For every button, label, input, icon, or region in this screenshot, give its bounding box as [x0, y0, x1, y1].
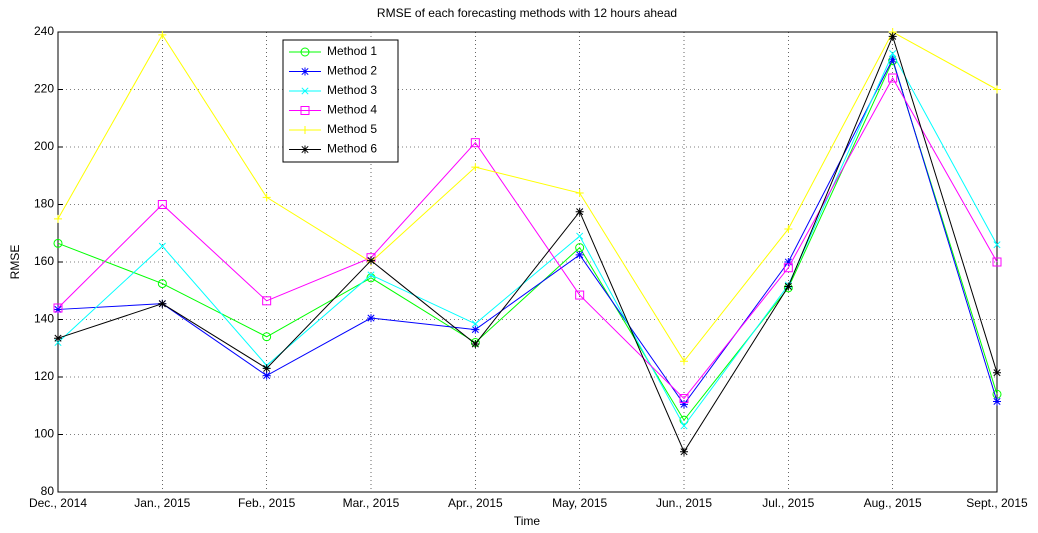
- marker: [262, 193, 271, 202]
- x-tick-label: Jul., 2015: [762, 496, 814, 510]
- marker: [471, 163, 480, 172]
- marker: [157, 200, 167, 209]
- marker: [367, 314, 375, 323]
- x-tick-label: Mar., 2015: [343, 496, 400, 510]
- marker: [575, 189, 584, 197]
- marker: [301, 145, 309, 154]
- y-tick-label: 140: [34, 312, 54, 326]
- marker: [783, 263, 793, 273]
- marker: [680, 422, 688, 430]
- marker: [993, 368, 1001, 377]
- marker: [784, 258, 793, 266]
- data-line: [57, 31, 998, 363]
- data-line: [57, 76, 998, 400]
- y-tick-label: 180: [34, 197, 54, 211]
- y-tick-label: 240: [34, 24, 54, 38]
- marker: [158, 299, 167, 308]
- legend-label: Method 2: [327, 64, 377, 78]
- legend-label: Method 1: [327, 44, 377, 58]
- marker: [262, 371, 271, 380]
- y-tick-label: 160: [34, 254, 54, 268]
- marker: [367, 271, 375, 279]
- marker: [888, 55, 897, 64]
- data-line: [57, 59, 998, 422]
- marker: [992, 257, 1002, 267]
- chart-title: RMSE of each forecasting methods with 12…: [377, 6, 677, 20]
- marker: [262, 332, 272, 342]
- x-tick-label: Dec., 2014: [29, 496, 87, 510]
- marker: [158, 242, 166, 250]
- marker: [262, 364, 271, 373]
- legend-label: Method 6: [327, 142, 377, 156]
- marker: [888, 32, 897, 41]
- marker: [53, 303, 63, 313]
- marker: [300, 106, 310, 115]
- marker: [471, 325, 480, 334]
- x-tick-label: Apr., 2015: [448, 496, 503, 510]
- marker: [993, 397, 1001, 406]
- marker: [680, 357, 688, 366]
- y-tick-label: 120: [34, 369, 54, 383]
- marker: [889, 50, 897, 58]
- data-line: [57, 52, 998, 427]
- marker: [575, 250, 584, 259]
- x-tick-label: Sept., 2015: [966, 496, 1028, 510]
- marker: [300, 47, 310, 57]
- marker: [993, 241, 1001, 249]
- marker: [680, 400, 688, 409]
- marker: [575, 290, 585, 300]
- marker: [54, 305, 62, 314]
- marker: [993, 85, 1001, 94]
- marker: [470, 138, 480, 148]
- legend-box: [282, 39, 399, 163]
- x-tick-label: Jun., 2015: [656, 496, 712, 510]
- marker: [301, 67, 309, 76]
- marker: [576, 232, 584, 240]
- marker: [53, 238, 63, 248]
- y-tick-label: 100: [34, 427, 54, 441]
- marker: [158, 30, 167, 39]
- x-tick-label: May, 2015: [552, 496, 607, 510]
- legend-label: Method 5: [327, 122, 377, 136]
- x-tick-label: Jan., 2015: [134, 496, 190, 510]
- legend-label: Method 3: [327, 83, 377, 97]
- marker: [301, 126, 309, 134]
- marker: [157, 279, 167, 289]
- marker: [471, 339, 480, 348]
- marker: [301, 87, 309, 95]
- marker: [262, 296, 272, 306]
- y-tick-label: 80: [41, 484, 55, 498]
- marker: [888, 73, 898, 83]
- legend-label: Method 4: [327, 103, 377, 117]
- data-line: [57, 57, 998, 406]
- x-axis-label: Time: [514, 514, 541, 528]
- marker: [679, 394, 689, 404]
- marker: [680, 447, 688, 456]
- x-tick-label: Aug., 2015: [864, 496, 922, 510]
- marker: [784, 282, 793, 291]
- marker: [575, 207, 584, 216]
- marker: [784, 224, 793, 233]
- y-tick-label: 200: [34, 139, 54, 153]
- x-tick-label: Feb., 2015: [238, 496, 296, 510]
- y-tick-label: 220: [34, 82, 54, 96]
- data-line: [57, 34, 998, 453]
- marker: [471, 320, 479, 328]
- marker: [367, 256, 375, 265]
- marker: [54, 214, 62, 223]
- y-axis-label: RMSE: [8, 245, 22, 280]
- marker: [54, 334, 62, 343]
